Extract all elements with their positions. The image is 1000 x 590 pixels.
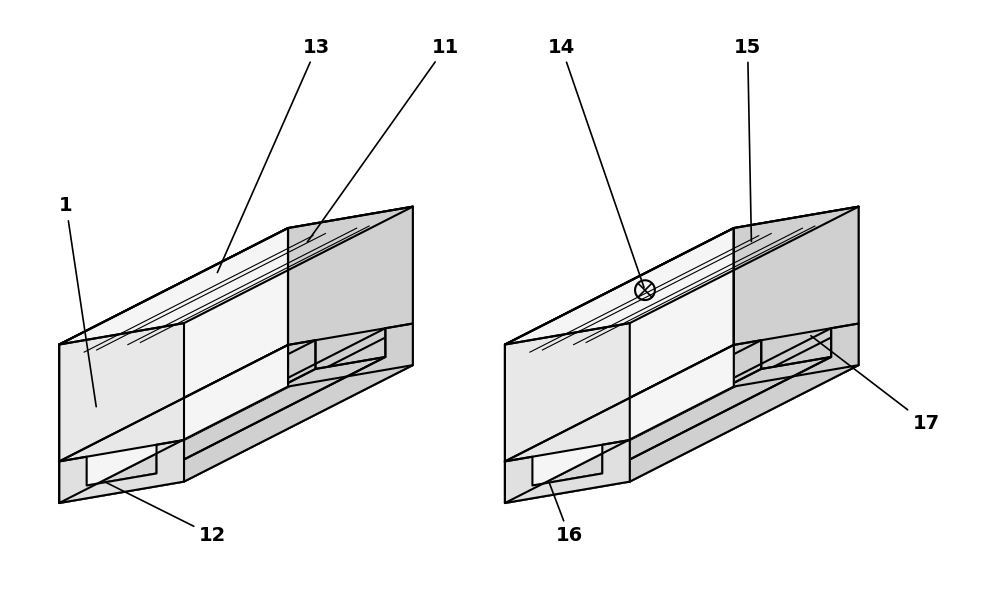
Polygon shape bbox=[59, 440, 184, 503]
Polygon shape bbox=[97, 222, 325, 350]
Polygon shape bbox=[87, 340, 315, 486]
Polygon shape bbox=[505, 365, 859, 503]
Text: 14: 14 bbox=[548, 38, 644, 287]
Polygon shape bbox=[542, 222, 771, 350]
Polygon shape bbox=[630, 323, 859, 481]
Text: 11: 11 bbox=[307, 38, 459, 242]
Text: 16: 16 bbox=[550, 483, 583, 545]
Polygon shape bbox=[87, 357, 385, 486]
Text: 15: 15 bbox=[734, 38, 761, 241]
Polygon shape bbox=[734, 323, 859, 386]
Polygon shape bbox=[184, 206, 413, 440]
Polygon shape bbox=[602, 328, 831, 473]
Polygon shape bbox=[59, 206, 413, 345]
Text: 13: 13 bbox=[217, 38, 330, 273]
Polygon shape bbox=[128, 226, 369, 345]
Polygon shape bbox=[59, 345, 288, 503]
Polygon shape bbox=[586, 214, 815, 343]
Polygon shape bbox=[128, 217, 357, 345]
Polygon shape bbox=[505, 228, 734, 461]
Polygon shape bbox=[530, 234, 771, 352]
Polygon shape bbox=[530, 224, 759, 352]
Polygon shape bbox=[140, 214, 369, 343]
Polygon shape bbox=[630, 206, 859, 440]
Polygon shape bbox=[532, 357, 831, 486]
Polygon shape bbox=[84, 234, 325, 352]
Polygon shape bbox=[59, 323, 184, 461]
Polygon shape bbox=[59, 228, 288, 461]
Text: 1: 1 bbox=[59, 196, 96, 407]
Polygon shape bbox=[574, 217, 802, 345]
Polygon shape bbox=[505, 440, 630, 503]
Polygon shape bbox=[84, 224, 313, 352]
Polygon shape bbox=[505, 206, 859, 345]
Polygon shape bbox=[734, 206, 859, 345]
Text: 12: 12 bbox=[105, 482, 226, 545]
Polygon shape bbox=[505, 323, 630, 461]
Polygon shape bbox=[184, 323, 413, 481]
Polygon shape bbox=[574, 226, 815, 345]
Polygon shape bbox=[157, 328, 385, 473]
Polygon shape bbox=[532, 340, 761, 486]
Polygon shape bbox=[288, 206, 413, 345]
Polygon shape bbox=[505, 345, 734, 503]
Polygon shape bbox=[59, 345, 288, 503]
Polygon shape bbox=[59, 365, 413, 503]
Text: 17: 17 bbox=[811, 336, 940, 433]
Polygon shape bbox=[288, 323, 413, 386]
Polygon shape bbox=[505, 345, 734, 503]
